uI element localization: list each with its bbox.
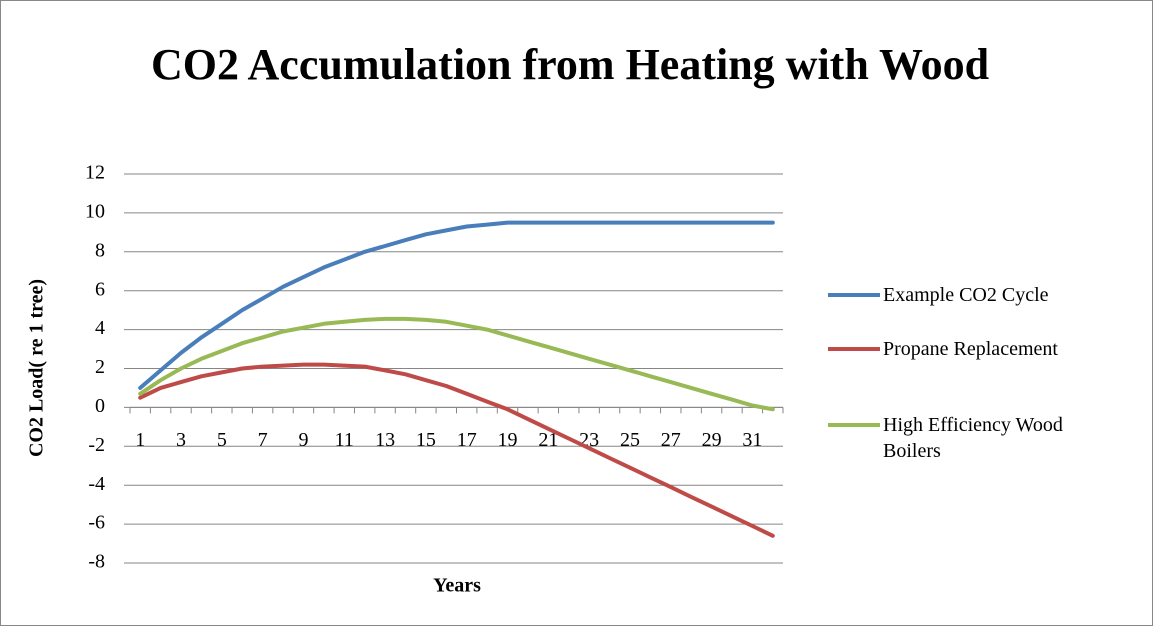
- x-tick-label: 13: [375, 429, 395, 451]
- x-axis-label: Years: [433, 575, 481, 597]
- legend-item: Example CO2 Cycle: [828, 282, 1148, 308]
- legend-label: Example CO2 Cycle: [883, 284, 1049, 306]
- x-tick-label: 1: [135, 429, 145, 451]
- y-axis-label: CO2 Load( re 1 tree): [26, 279, 48, 457]
- y-tick-label: -6: [88, 512, 105, 534]
- legend-swatch: [828, 293, 880, 297]
- x-tick-label: 21: [538, 429, 558, 451]
- y-tick-label: -8: [88, 551, 105, 573]
- x-tick-label: 11: [335, 429, 354, 451]
- series-line: [138, 220, 775, 390]
- x-tick-label: 29: [702, 429, 722, 451]
- y-tick-label: 2: [95, 356, 105, 378]
- y-tick-label: 4: [95, 317, 105, 339]
- x-tick-label: 5: [217, 429, 227, 451]
- x-tick-label: 3: [176, 429, 186, 451]
- x-tick-label: 15: [416, 429, 436, 451]
- x-tick-label: 31: [742, 429, 762, 451]
- y-tick-label: -2: [88, 434, 105, 456]
- legend-item: High Efficiency Wood Boilers: [828, 412, 1148, 464]
- chart-title: CO2 Accumulation from Heating with Wood: [150, 40, 990, 89]
- series-line: [138, 316, 775, 412]
- y-tick-label: 0: [95, 395, 105, 417]
- legend-swatch: [828, 347, 880, 351]
- legend-label: High Efficiency Wood Boilers: [883, 414, 1063, 462]
- legend-label: Propane Replacement: [883, 338, 1058, 360]
- y-tick-label: 6: [95, 278, 105, 300]
- x-tick-label: 7: [258, 429, 268, 451]
- x-tick-label: 9: [298, 429, 308, 451]
- x-tick-label: 19: [498, 429, 518, 451]
- x-tick-label: 27: [661, 429, 681, 451]
- y-tick-label: -4: [88, 473, 105, 495]
- legend-swatch: [828, 423, 880, 427]
- series-line: [138, 362, 775, 538]
- y-tick-label: 8: [95, 239, 105, 261]
- y-tick-label: 12: [85, 162, 105, 184]
- x-tick-label: 25: [620, 429, 640, 451]
- legend-item: Propane Replacement: [828, 336, 1148, 362]
- x-tick-label: 17: [457, 429, 477, 451]
- y-tick-label: 10: [85, 200, 105, 222]
